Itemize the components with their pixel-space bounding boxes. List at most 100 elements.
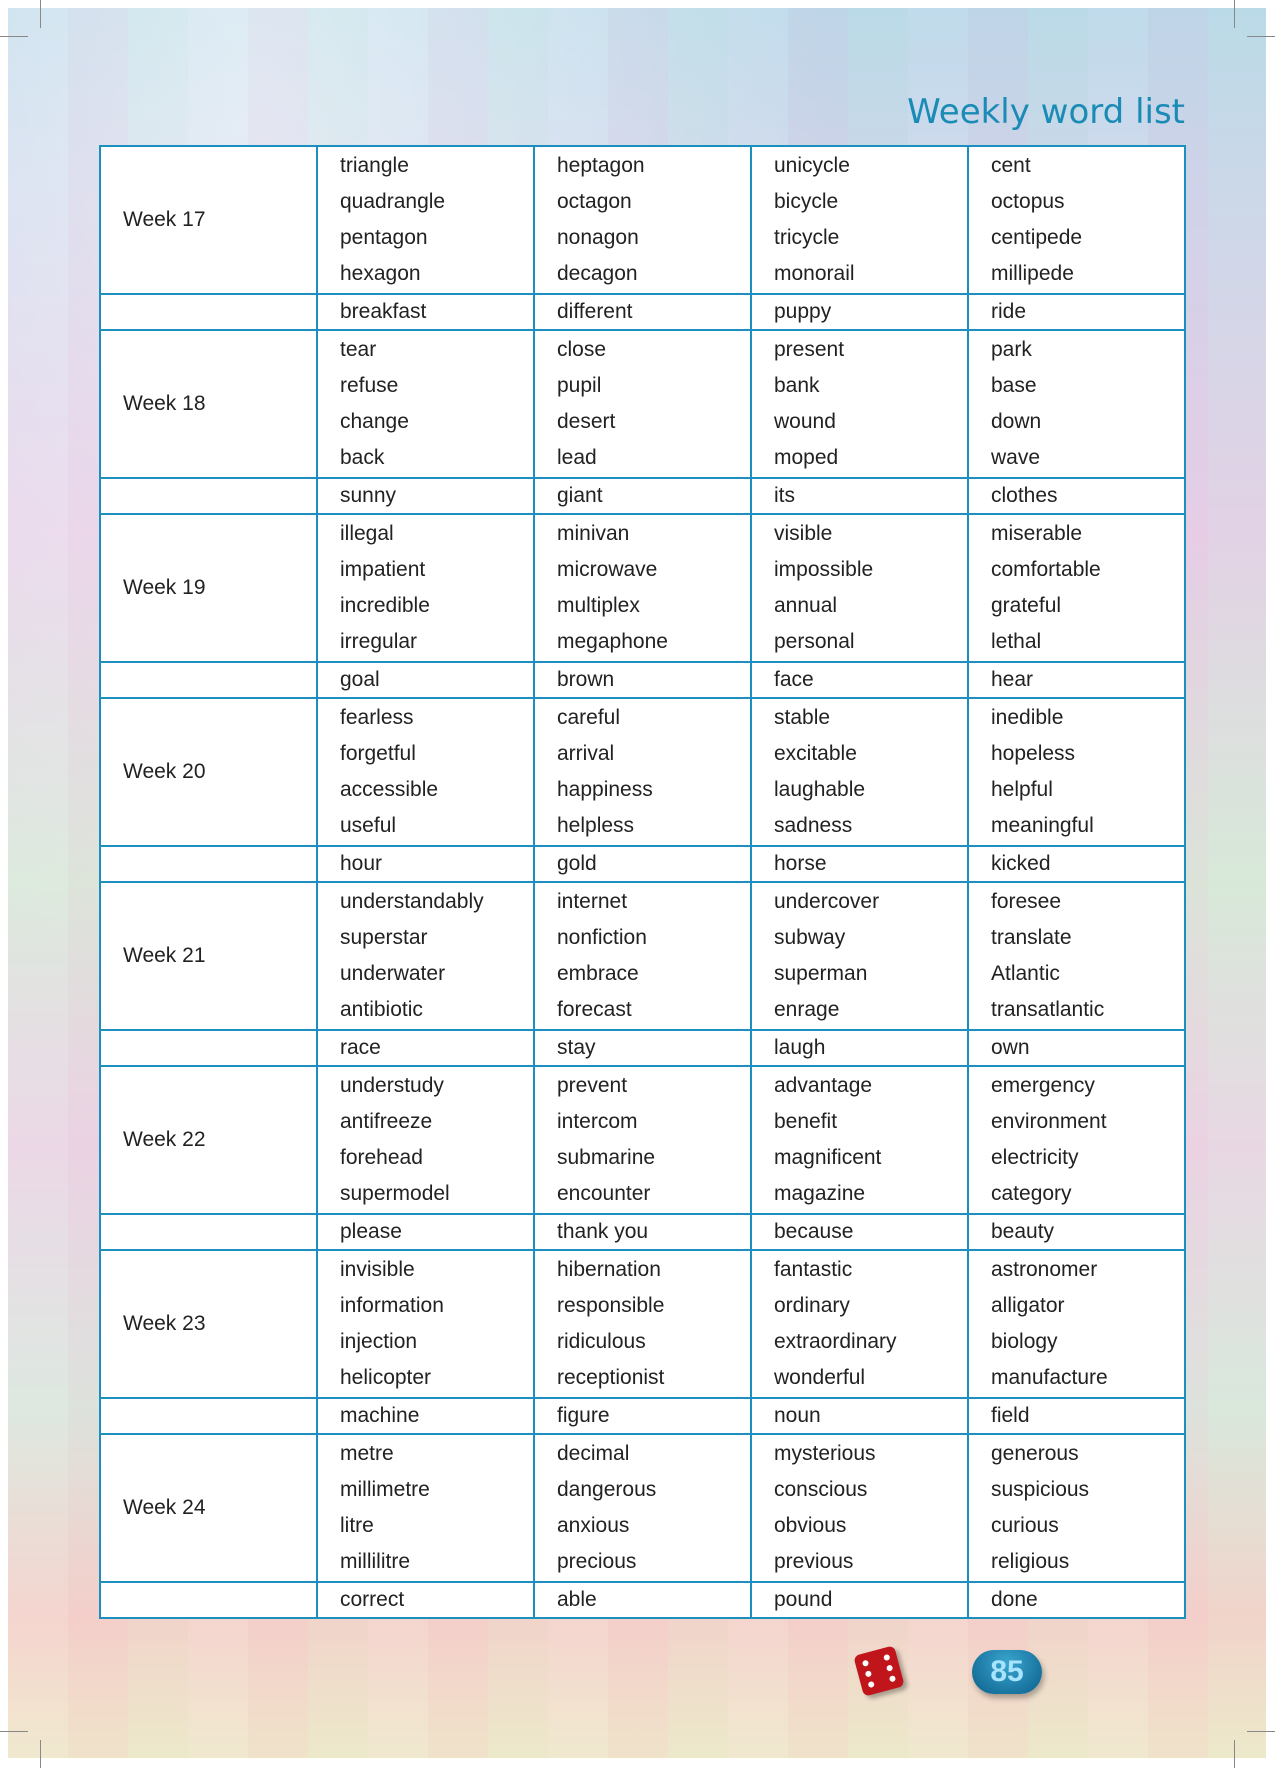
word: useful: [340, 814, 397, 837]
word: sadness: [774, 814, 853, 837]
word: information: [340, 1294, 444, 1317]
week-row: Week 24 metre millimetre litre millilitre dec…: [99, 1433, 1186, 1583]
word: forehead: [340, 1146, 423, 1169]
word: bank: [774, 374, 820, 397]
word: able: [533, 1581, 752, 1619]
word: own: [967, 1029, 1186, 1067]
extra-word-row: breakfast different puppy ride: [99, 293, 1186, 331]
word: hibernation: [557, 1258, 661, 1281]
word: back: [340, 446, 385, 469]
word: helpful: [991, 778, 1053, 801]
word: environment: [991, 1110, 1107, 1133]
word: illegal: [340, 522, 394, 545]
word: change: [340, 410, 409, 433]
word: decimal: [557, 1442, 630, 1465]
word: hear: [967, 661, 1186, 699]
word: because: [750, 1213, 969, 1251]
crop-mark: [40, 0, 41, 28]
word-column: metre millimetre litre millilitre: [316, 1433, 535, 1583]
word: noun: [750, 1397, 969, 1435]
word: present: [774, 338, 845, 361]
word-column: unicycle bicycle tricycle monorail: [750, 145, 969, 295]
word: suspicious: [991, 1478, 1090, 1501]
word: stay: [533, 1029, 752, 1067]
word: monorail: [774, 262, 855, 285]
extra-word-row: goal brown face hear: [99, 661, 1186, 699]
crop-mark: [1247, 36, 1275, 37]
word-column: visible impossible annual personal: [750, 513, 969, 663]
word: visible: [774, 522, 833, 545]
word: responsible: [557, 1294, 665, 1317]
word: race: [316, 1029, 535, 1067]
word: different: [533, 293, 752, 331]
word: lead: [557, 446, 597, 469]
word: down: [991, 410, 1042, 433]
word: millipede: [991, 262, 1074, 285]
word: wound: [774, 410, 836, 433]
word: excitable: [774, 742, 857, 765]
word: anxious: [557, 1514, 630, 1537]
word: moped: [774, 446, 839, 469]
word-column: generous suspicious curious religious: [967, 1433, 1186, 1583]
word-column: fearless forgetful accessible useful: [316, 697, 535, 847]
word-column: heptagon octagon nonagon decagon: [533, 145, 752, 295]
word: machine: [316, 1397, 535, 1435]
word: clothes: [967, 477, 1186, 515]
word: injection: [340, 1330, 418, 1353]
word: grateful: [991, 594, 1062, 617]
word: fantastic: [774, 1258, 853, 1281]
word: biology: [991, 1330, 1058, 1353]
word: microwave: [557, 558, 658, 581]
word: desert: [557, 410, 616, 433]
word: megaphone: [557, 630, 668, 653]
word: submarine: [557, 1146, 656, 1169]
week-label: Week 21: [99, 881, 318, 1031]
word: generous: [991, 1442, 1079, 1465]
word: heptagon: [557, 154, 645, 177]
word: puppy: [750, 293, 969, 331]
word: subway: [774, 926, 846, 949]
empty-cell: [99, 661, 318, 699]
word: happiness: [557, 778, 653, 801]
extra-word-row: sunny giant its clothes: [99, 477, 1186, 515]
word: magnificent: [774, 1146, 882, 1169]
week-row: Week 23 invisible information injection heli…: [99, 1249, 1186, 1399]
word-column: understudy antifreeze forehead supermodel: [316, 1065, 535, 1215]
week-row: Week 21 understandably superstar underwater…: [99, 881, 1186, 1031]
word: miserable: [991, 522, 1083, 545]
word: lethal: [991, 630, 1042, 653]
word: antifreeze: [340, 1110, 433, 1133]
extra-word-row: race stay laugh own: [99, 1029, 1186, 1067]
empty-cell: [99, 1029, 318, 1067]
word: superman: [774, 962, 868, 985]
empty-cell: [99, 845, 318, 883]
week-label: Week 24: [99, 1433, 318, 1583]
week-row: Week 18 tear refuse change back close pupil des…: [99, 329, 1186, 479]
word: irregular: [340, 630, 418, 653]
word: tricycle: [774, 226, 840, 249]
word-column: decimal dangerous anxious precious: [533, 1433, 752, 1583]
word-column: mysterious conscious obvious previous: [750, 1433, 969, 1583]
word: antibiotic: [340, 998, 423, 1021]
word: laughable: [774, 778, 866, 801]
word: gold: [533, 845, 752, 883]
crop-mark: [0, 1731, 28, 1732]
word: millimetre: [340, 1478, 430, 1501]
word-column: fantastic ordinary extraordinary wonderful: [750, 1249, 969, 1399]
word-column: present bank wound moped: [750, 329, 969, 479]
word: previous: [774, 1550, 854, 1573]
word-column: emergency environment electricity category: [967, 1065, 1186, 1215]
word: nonagon: [557, 226, 639, 249]
word: category: [991, 1182, 1072, 1205]
word: metre: [340, 1442, 394, 1465]
word: millilitre: [340, 1550, 410, 1573]
word: emergency: [991, 1074, 1095, 1097]
word: internet: [557, 890, 628, 913]
word-column: minivan microwave multiplex megaphone: [533, 513, 752, 663]
word: tear: [340, 338, 377, 361]
word: base: [991, 374, 1037, 397]
word: Atlantic: [991, 962, 1060, 985]
word: comfortable: [991, 558, 1101, 581]
word: receptionist: [557, 1366, 665, 1389]
word-column: park base down wave: [967, 329, 1186, 479]
